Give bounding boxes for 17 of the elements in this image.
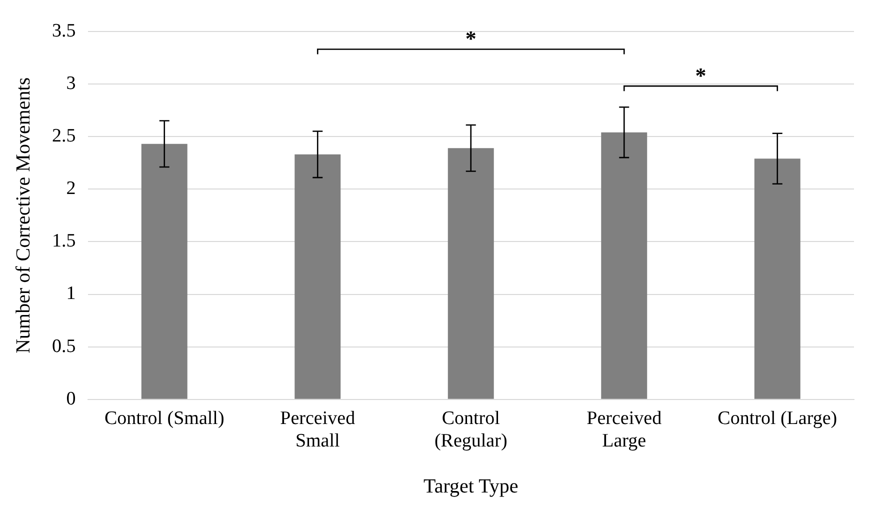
y-tick-label: 2	[66, 178, 76, 200]
y-tick-label: 1.5	[52, 230, 76, 252]
y-tick-label: 3.5	[52, 20, 76, 42]
y-tick-label: 1	[66, 283, 76, 304]
y-tick-label: 2.5	[52, 126, 76, 147]
x-tick-label: Perceived Large	[586, 408, 662, 452]
annotation: *	[465, 26, 476, 51]
x-tick-label: Perceived Small	[280, 408, 356, 452]
y-tick-label: 3	[66, 72, 76, 94]
y-axis-title: Number of Corrective Movements	[12, 77, 34, 354]
y-tick-label: 0	[66, 388, 76, 410]
annotation: *	[695, 62, 706, 88]
x-tick-label: Control (Large)	[718, 408, 838, 429]
x-tick-label: Control (Small)	[104, 408, 224, 429]
x-tick-label: Control (Regular)	[434, 408, 508, 452]
y-tick-label: 0.5	[52, 336, 76, 357]
x-axis-title: Target Type	[423, 475, 518, 498]
